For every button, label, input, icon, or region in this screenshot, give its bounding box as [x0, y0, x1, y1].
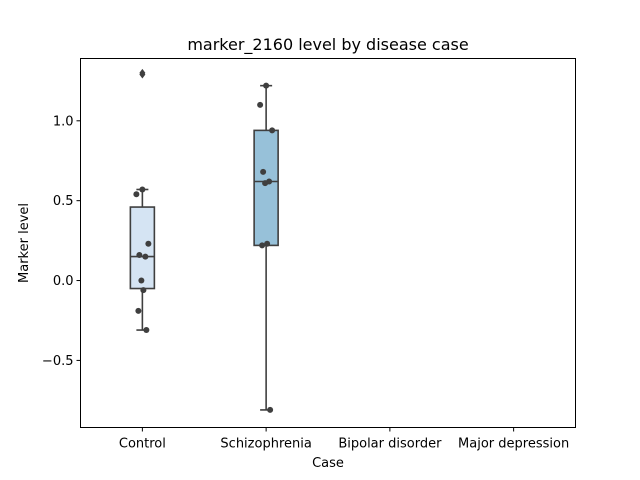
y-tick-label: 0.5: [53, 194, 74, 209]
data-point: [260, 168, 267, 175]
box-group-schizophrenia: [253, 82, 279, 413]
data-point: [264, 240, 271, 247]
data-point: [257, 101, 264, 108]
x-tick-label: Major depression: [458, 437, 569, 452]
data-point: [143, 327, 150, 334]
box: [253, 129, 279, 247]
x-tick-label: Schizophrenia: [220, 437, 311, 452]
y-axis: −0.5 0.0 0.5 1.0: [42, 114, 81, 369]
chart-title: marker_2160 level by disease case: [187, 35, 468, 55]
data-point: [145, 240, 152, 247]
data-point: [259, 242, 266, 249]
x-axis: Control Schizophrenia Bipolar disorder Majo…: [119, 427, 569, 452]
data-point: [142, 253, 149, 260]
data-point: [140, 287, 147, 294]
plot-frame: [80, 58, 576, 428]
y-tick-label: 0.0: [53, 274, 74, 289]
data-point: [139, 186, 146, 193]
y-tick-label: 1.0: [53, 114, 74, 129]
x-axis-label: Case: [312, 456, 344, 471]
data-point: [267, 406, 274, 413]
box-group-control: [129, 68, 156, 334]
y-tick-label: −0.5: [42, 354, 74, 369]
data-point: [263, 82, 270, 89]
data-point: [269, 127, 276, 134]
plot-area: [129, 68, 279, 413]
data-point: [135, 307, 142, 314]
data-point: [138, 277, 145, 284]
data-point: [133, 191, 140, 198]
x-tick-label: Control: [119, 437, 166, 452]
y-axis-label: Marker level: [17, 203, 32, 283]
x-tick-label: Bipolar disorder: [338, 437, 442, 452]
data-point: [136, 251, 143, 258]
box: [129, 206, 156, 290]
outlier-marker: [139, 68, 146, 77]
data-point: [262, 180, 269, 187]
